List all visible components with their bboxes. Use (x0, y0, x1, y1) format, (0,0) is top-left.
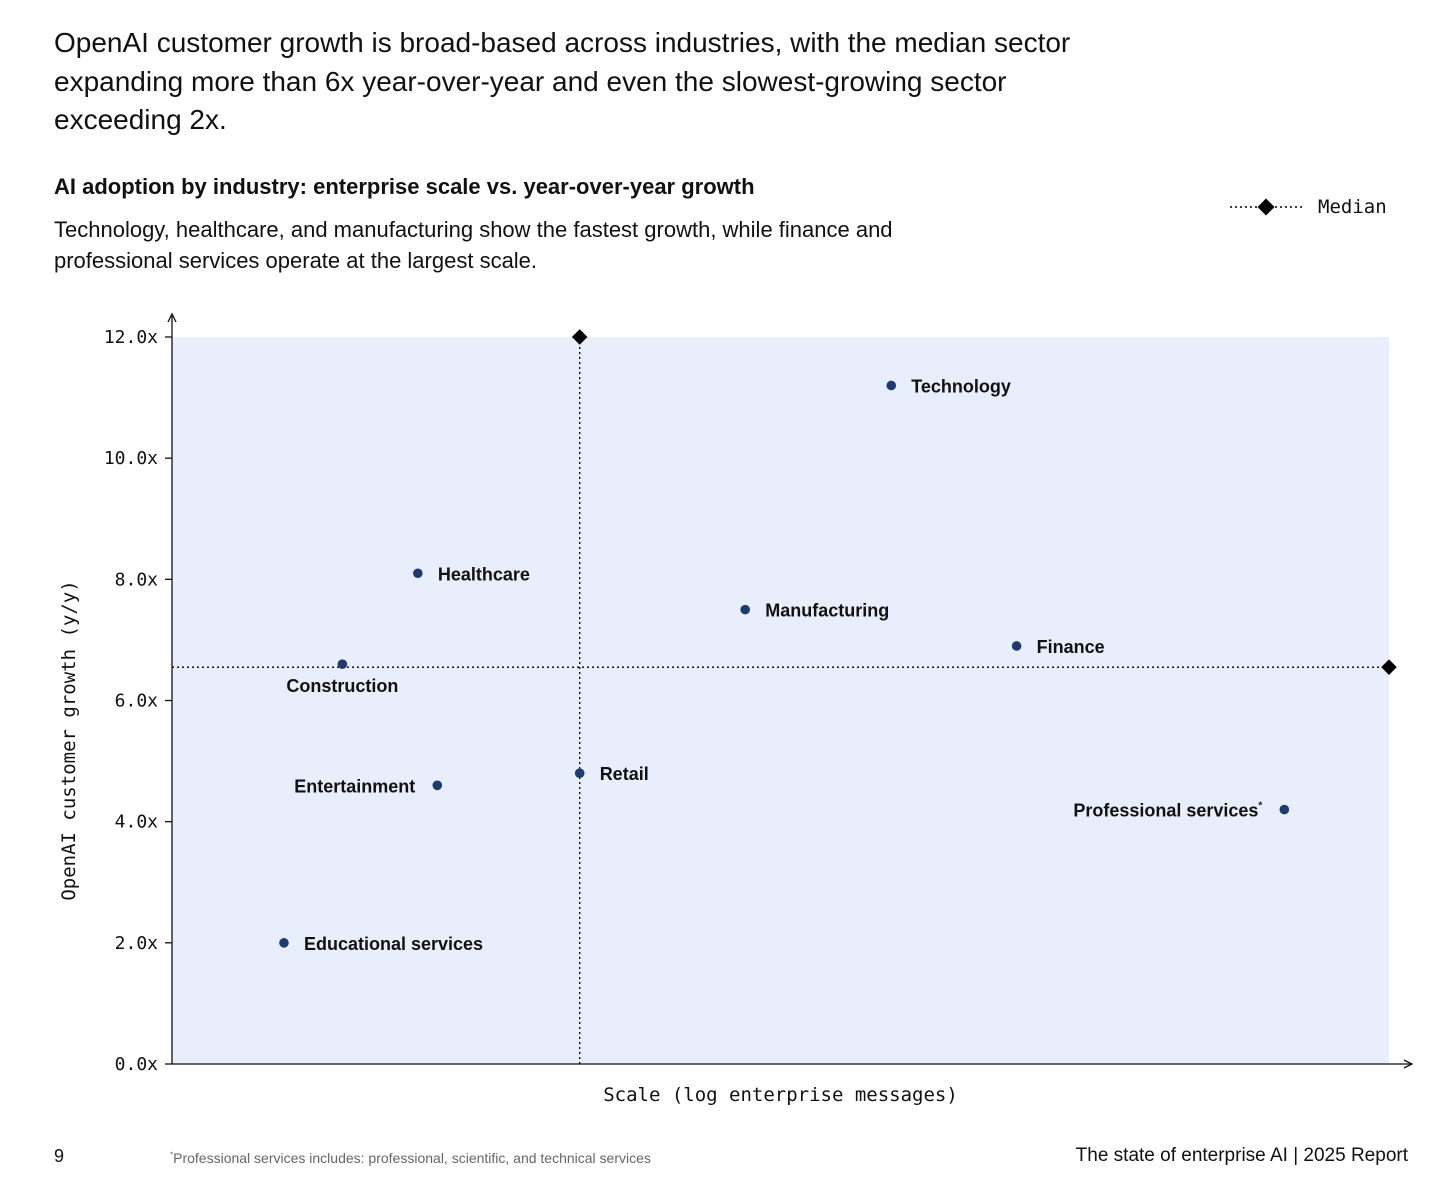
y-tick-label: 2.0x (115, 933, 159, 954)
y-tick-label: 12.0x (104, 327, 158, 348)
plot-area (172, 337, 1389, 1064)
chart-title: AI adoption by industry: enterprise scal… (54, 174, 755, 199)
data-point-label: Educational services (304, 934, 483, 954)
footnote-marker: * (1258, 801, 1262, 812)
data-point-label: Finance (1037, 637, 1105, 657)
data-point (1011, 641, 1022, 651)
data-point (279, 938, 289, 948)
footnote: *Professional services includes: profess… (170, 1150, 651, 1166)
y-tick-label: 6.0x (115, 691, 159, 712)
y-axis-label: OpenAI customer growth (y/y) (58, 580, 80, 900)
data-point-label: Retail (600, 764, 649, 784)
data-point (337, 659, 348, 669)
x-axis-arrow-icon (1403, 1059, 1414, 1069)
footnote-text: Professional services includes: professi… (173, 1150, 651, 1166)
y-tick-label: 0.0x (115, 1054, 159, 1075)
scatter-chart: 0.0x 2.0x 4.0x 6.0x 8.0x 10.0x 12.0x Scale (log… (58, 312, 1414, 1106)
data-point (1279, 804, 1290, 815)
data-point (740, 604, 751, 615)
data-point-label: Professional services* (1073, 801, 1262, 821)
chart-legend: Median (1228, 194, 1398, 220)
x-axis-label: Scale (log enterprise messages) (603, 1084, 958, 1106)
data-point (574, 768, 585, 778)
y-tick-label: 10.0x (104, 448, 158, 469)
page-number: 9 (54, 1146, 65, 1166)
median-y-marker (1381, 659, 1397, 675)
data-point (432, 780, 443, 791)
page-headline: OpenAI customer growth is broad-based ac… (54, 27, 1071, 135)
median-legend-label: Median (1318, 196, 1387, 218)
data-point-label: Entertainment (294, 776, 415, 796)
y-tick-label: 8.0x (115, 569, 159, 590)
data-point-label: Technology (911, 376, 1011, 396)
footnote-marker: * (170, 1150, 174, 1160)
y-tick-label: 4.0x (115, 812, 159, 833)
chart-subtitle: Technology, healthcare, and manufacturin… (54, 217, 893, 273)
report-brand: The state of enterprise AI | 2025 Report (1075, 1145, 1408, 1166)
y-axis-arrow-icon (167, 312, 177, 323)
data-point-label: Healthcare (438, 564, 530, 584)
data-point-label: Construction (286, 676, 398, 696)
data-point (886, 380, 897, 391)
data-point (413, 568, 423, 579)
data-point-label: Manufacturing (765, 601, 889, 621)
median-legend-icon (1230, 198, 1302, 216)
